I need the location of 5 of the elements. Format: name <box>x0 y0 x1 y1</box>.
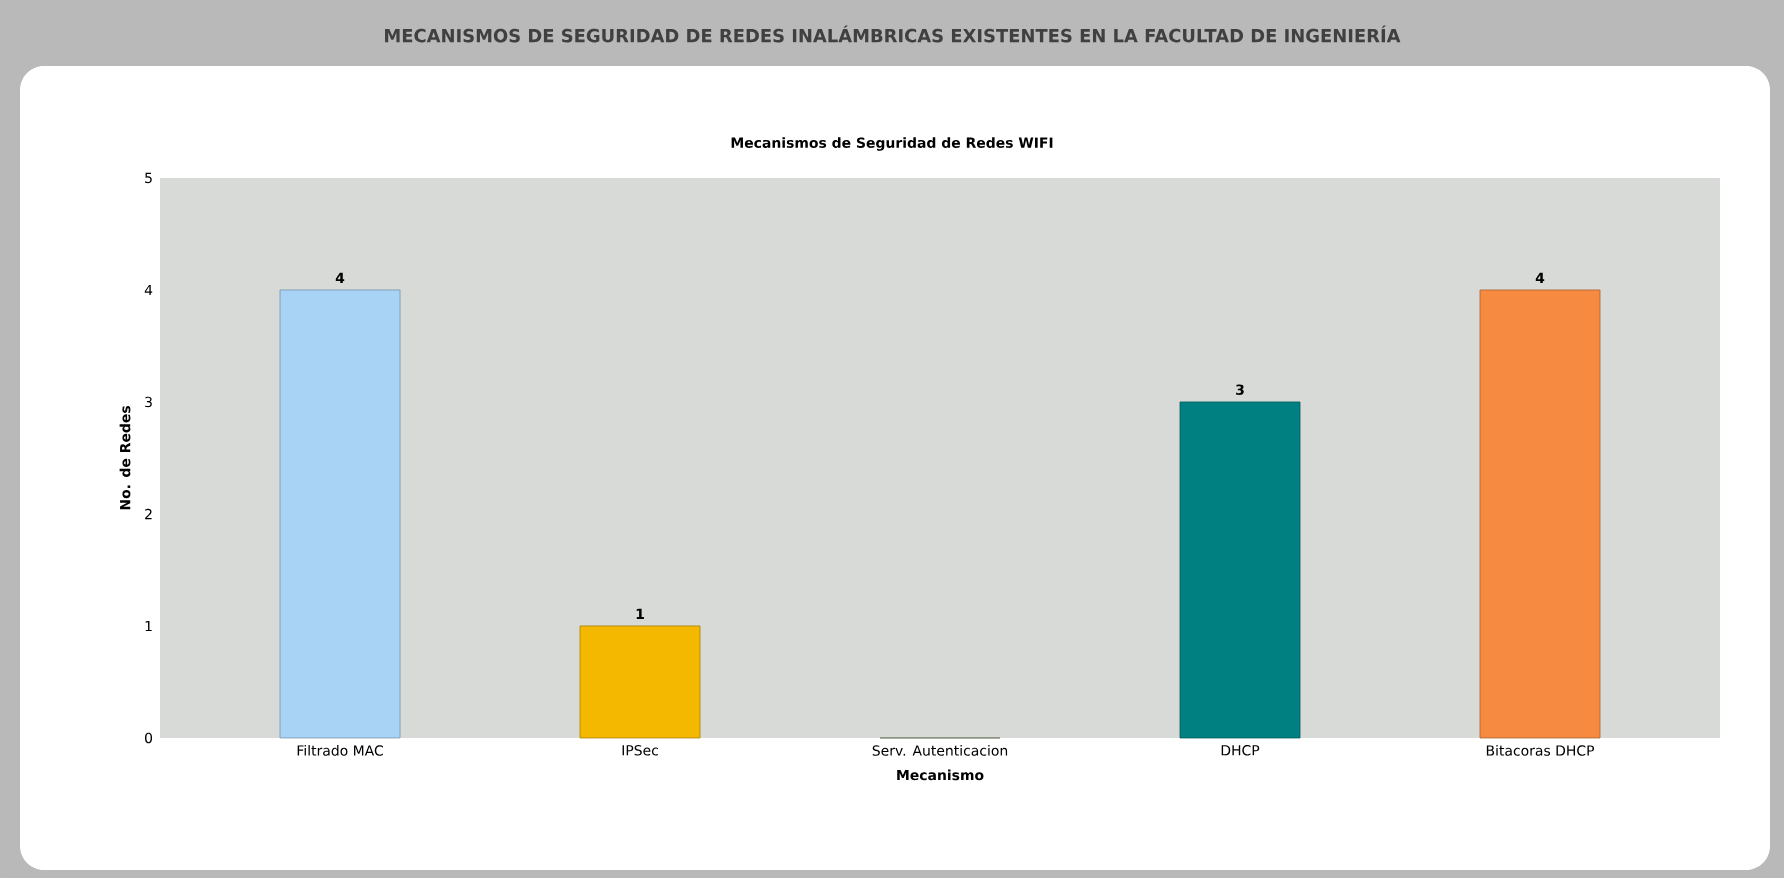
bar <box>1479 289 1601 739</box>
bar <box>579 625 701 739</box>
bar <box>279 289 401 739</box>
chart-title: MECANISMOS DE SEGURIDAD DE REDES INALÁMBRICAS EXISTENTES EN LA FACULTAD DE INGENIERÍA <box>385 25 1401 43</box>
bar <box>1179 401 1301 739</box>
